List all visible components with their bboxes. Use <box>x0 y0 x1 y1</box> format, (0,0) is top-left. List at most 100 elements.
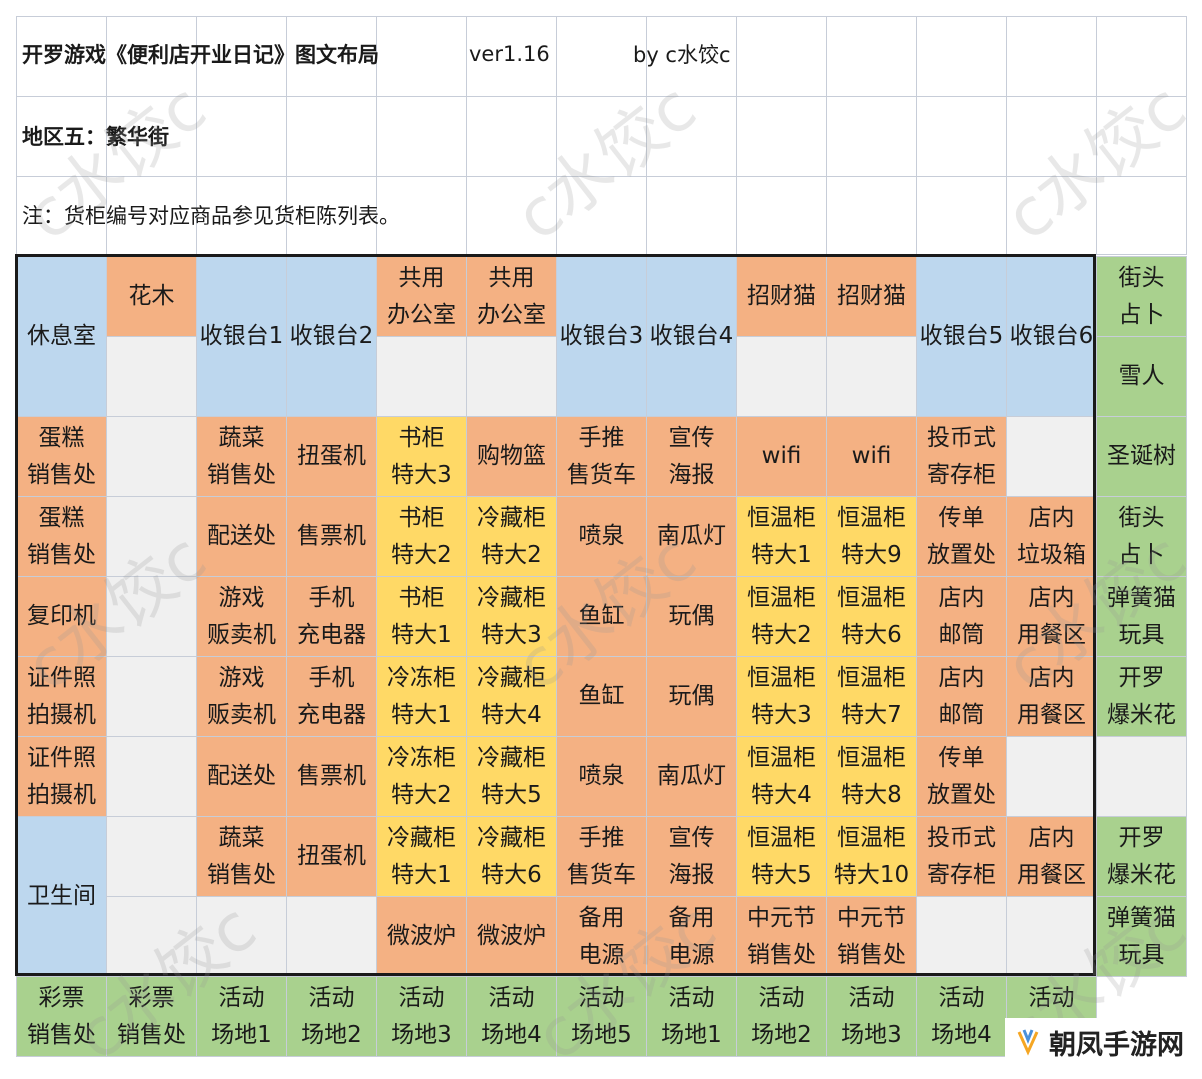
layout-cell: wifi <box>736 416 827 497</box>
layout-cell: 恒温柜 特大5 <box>736 816 827 897</box>
layout-cell: 玩偶 <box>646 576 737 657</box>
empty-cell <box>106 576 197 657</box>
layout-cell: 游戏 贩卖机 <box>196 576 287 657</box>
layout-cell: 街头 占卜 <box>1096 256 1187 337</box>
layout-cell: 花木 <box>106 256 197 337</box>
header-cell <box>1006 176 1097 255</box>
layout-cell: 传单 放置处 <box>916 736 1007 817</box>
layout-cell: 冷藏柜 特大5 <box>466 736 557 817</box>
layout-cell: 街头 占卜 <box>1096 496 1187 577</box>
layout-cell: 南瓜灯 <box>646 496 737 577</box>
empty-cell <box>916 896 1007 977</box>
empty-cell <box>376 336 467 417</box>
author-label: by c水饺c <box>633 43 731 67</box>
layout-cell: 收银台5 <box>916 256 1007 417</box>
layout-cell: 冷冻柜 特大1 <box>376 656 467 737</box>
layout-cell: 活动 场地5 <box>556 976 647 1057</box>
header-cell <box>736 96 827 177</box>
layout-cell: 恒温柜 特大10 <box>826 816 917 897</box>
layout-cell: 圣诞树 <box>1096 416 1187 497</box>
layout-cell: 活动 场地3 <box>826 976 917 1057</box>
layout-cell: 收银台1 <box>196 256 287 417</box>
layout-cell: 书柜 特大3 <box>376 416 467 497</box>
layout-cell: 店内 邮筒 <box>916 576 1007 657</box>
layout-cell: 宣传 海报 <box>646 416 737 497</box>
header-cell <box>16 176 107 255</box>
brand-name: 朝凤手游网 <box>1049 1029 1184 1061</box>
header-cell <box>376 16 467 97</box>
empty-cell <box>466 336 557 417</box>
layout-cell: 手机 充电器 <box>286 656 377 737</box>
layout-cell: 扭蛋机 <box>286 816 377 897</box>
layout-cell: 恒温柜 特大9 <box>826 496 917 577</box>
region-title: 地区五：繁华街 <box>22 125 169 149</box>
layout-cell: 传单 放置处 <box>916 496 1007 577</box>
layout-cell: 弹簧猫 玩具 <box>1096 576 1187 657</box>
header-cell <box>826 16 917 97</box>
header-cell <box>646 176 737 255</box>
layout-cell: 活动 场地1 <box>196 976 287 1057</box>
layout-cell: 配送处 <box>196 736 287 817</box>
layout-cell: 冷冻柜 特大2 <box>376 736 467 817</box>
layout-cell: 休息室 <box>16 256 107 417</box>
layout-cell: 喷泉 <box>556 736 647 817</box>
layout-cell: 收银台3 <box>556 256 647 417</box>
layout-cell: 中元节 销售处 <box>736 896 827 977</box>
header-cell <box>736 176 827 255</box>
header-cell <box>916 16 1007 97</box>
empty-cell <box>1006 416 1097 497</box>
layout-cell: 店内 垃圾箱 <box>1006 496 1097 577</box>
layout-cell: 书柜 特大2 <box>376 496 467 577</box>
empty-cell <box>106 816 197 897</box>
layout-cell: 售票机 <box>286 496 377 577</box>
header-cell <box>466 16 557 97</box>
layout-cell: 玩偶 <box>646 656 737 737</box>
header-cell <box>466 176 557 255</box>
header-cell <box>1006 96 1097 177</box>
empty-cell <box>286 896 377 977</box>
layout-cell: 恒温柜 特大3 <box>736 656 827 737</box>
layout-cell: 冷藏柜 特大6 <box>466 816 557 897</box>
layout-cell: 恒温柜 特大2 <box>736 576 827 657</box>
layout-cell: wifi <box>826 416 917 497</box>
header-cell <box>1006 16 1097 97</box>
layout-cell: 恒温柜 特大8 <box>826 736 917 817</box>
layout-cell: 恒温柜 特大4 <box>736 736 827 817</box>
header-cell <box>286 96 377 177</box>
layout-cell: 雪人 <box>1096 336 1187 417</box>
layout-cell: 蔬菜 销售处 <box>196 416 287 497</box>
layout-cell: 手机 充电器 <box>286 576 377 657</box>
layout-cell: 微波炉 <box>466 896 557 977</box>
layout-cell: 招财猫 <box>826 256 917 337</box>
header-cell <box>826 176 917 255</box>
layout-cell: 卫生间 <box>16 816 107 977</box>
header-cell <box>826 96 917 177</box>
brand-logo-icon <box>1017 1029 1039 1056</box>
layout-cell: 冷藏柜 特大1 <box>376 816 467 897</box>
layout-cell: 蛋糕 销售处 <box>16 496 107 577</box>
document-title: 开罗游戏《便利店开业日记》图文布局 <box>22 43 379 67</box>
header-cell <box>196 96 287 177</box>
layout-cell: 活动 场地4 <box>916 976 1007 1057</box>
header-cell <box>1096 16 1187 97</box>
header-cell <box>916 96 1007 177</box>
layout-cell: 蛋糕 销售处 <box>16 416 107 497</box>
empty-cell <box>106 656 197 737</box>
empty-cell <box>106 736 197 817</box>
layout-cell: 店内 用餐区 <box>1006 656 1097 737</box>
layout-cell: 投币式 寄存柜 <box>916 416 1007 497</box>
brand-badge: 朝凤手游网 <box>1005 1018 1194 1066</box>
empty-cell <box>106 416 197 497</box>
empty-cell <box>106 896 197 977</box>
layout-cell: 鱼缸 <box>556 656 647 737</box>
empty-cell <box>736 336 827 417</box>
layout-cell: 共用 办公室 <box>466 256 557 337</box>
empty-cell <box>196 896 287 977</box>
layout-cell: 南瓜灯 <box>646 736 737 817</box>
layout-cell: 招财猫 <box>736 256 827 337</box>
layout-cell: 喷泉 <box>556 496 647 577</box>
layout-cell: 手推 售货车 <box>556 416 647 497</box>
layout-cell: 配送处 <box>196 496 287 577</box>
layout-cell: 证件照 拍摄机 <box>16 736 107 817</box>
